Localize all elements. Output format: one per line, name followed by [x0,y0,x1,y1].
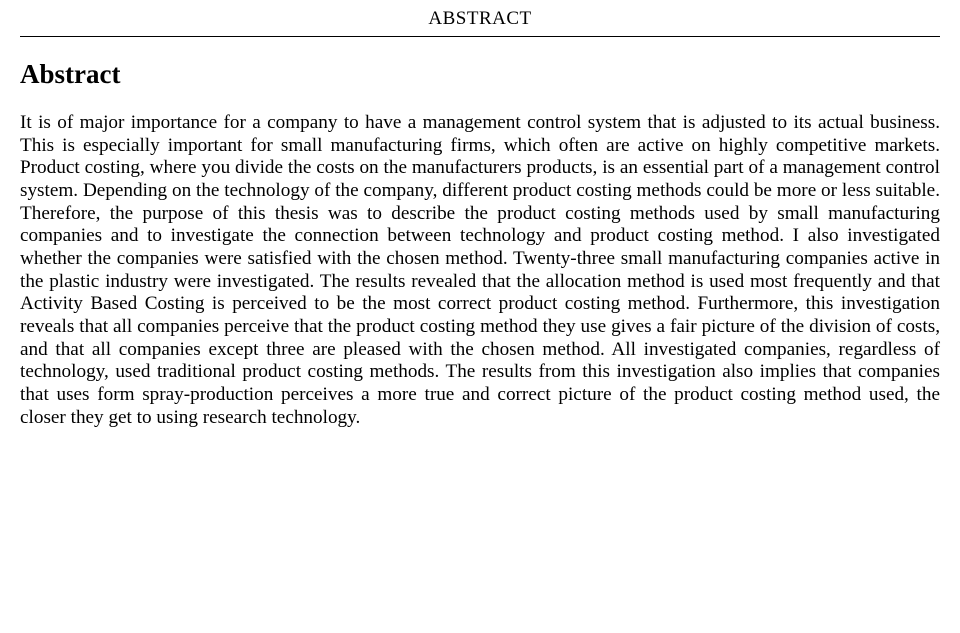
header-rule [20,36,940,37]
page: ABSTRACT Abstract It is of major importa… [0,0,960,633]
running-header: ABSTRACT [20,8,940,36]
abstract-body: It is of major importance for a company … [20,112,940,429]
section-title: Abstract [20,59,940,90]
